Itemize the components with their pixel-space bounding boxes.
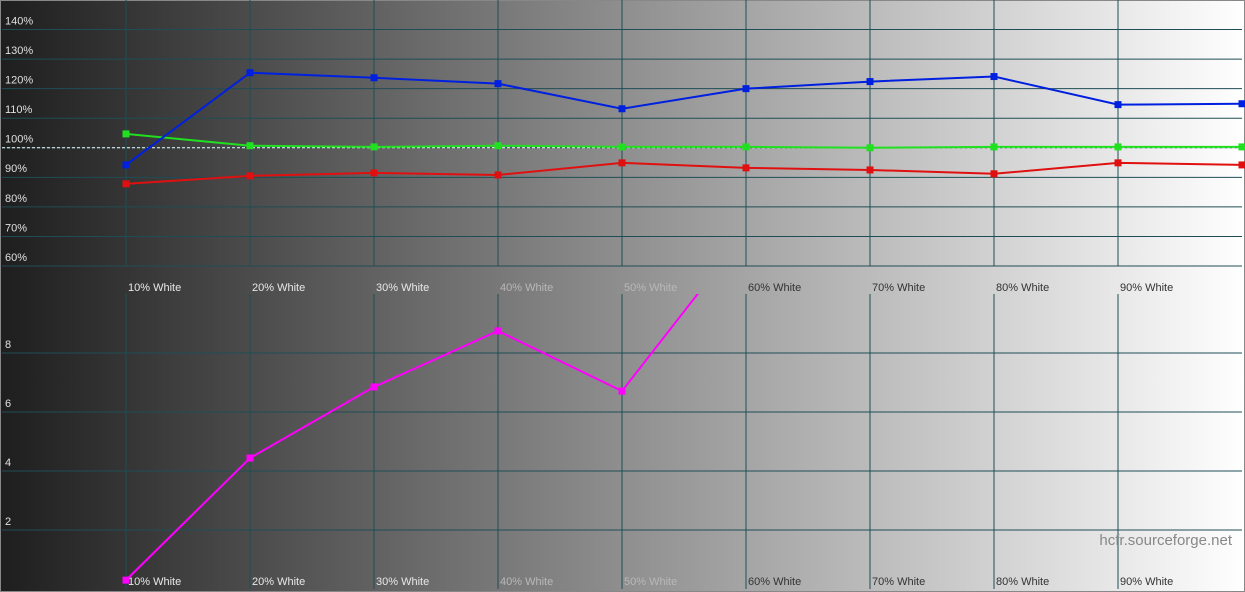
marker (370, 74, 378, 82)
marker (1238, 100, 1245, 108)
marker (246, 142, 254, 150)
marker (866, 166, 874, 174)
marker (370, 143, 378, 151)
x-tick-label: 60% White (748, 576, 801, 588)
marker (866, 78, 874, 86)
marker (370, 383, 378, 391)
marker (494, 80, 502, 88)
marker (246, 454, 254, 462)
y-tick-label: 80% (5, 193, 27, 205)
y-tick-label: 70% (5, 222, 27, 234)
series-group (122, 69, 1245, 188)
marker (122, 130, 130, 138)
x-tick-label: 50% White (624, 282, 677, 294)
x-tick-label: 80% White (996, 576, 1049, 588)
x-tick-label: 70% White (872, 282, 925, 294)
x-tick-label: 50% White (624, 576, 677, 588)
plot: 10% White 20% White 30% White 40% White 50% … (2, 294, 1242, 589)
x-tick-label: 30% White (376, 576, 429, 588)
marker (122, 161, 130, 169)
y-tick-label: 60% (5, 252, 27, 264)
x-tick-label: 60% White (748, 282, 801, 294)
x-tick-label: 90% White (1120, 576, 1173, 588)
y-tick-label: 130% (5, 45, 33, 57)
marker (618, 105, 626, 113)
marker (990, 143, 998, 151)
y-tick-label: 6 (5, 398, 11, 410)
x-tick-label: 40% White (500, 576, 553, 588)
y-tick-label: 140% (5, 15, 33, 27)
marker (618, 143, 626, 151)
marker (494, 327, 502, 335)
series-line (125, 132, 1242, 149)
marker (1238, 143, 1245, 151)
marker (122, 180, 130, 188)
x-tick-label: 20% White (252, 576, 305, 588)
marker (742, 143, 750, 151)
watermark: hcfr.sourceforge.net (1099, 532, 1232, 549)
x-tick-label: 10% White (128, 576, 181, 588)
marker (618, 387, 626, 395)
y-tick-label: 4 (5, 457, 11, 469)
y-tick-label: 120% (5, 75, 33, 87)
marker (122, 576, 130, 584)
marker (990, 73, 998, 81)
marker (494, 171, 502, 179)
x-tick-label: 80% White (996, 282, 1049, 294)
y-tick-label: 100% (5, 134, 33, 146)
x-tick-label: 70% White (872, 576, 925, 588)
x-tick-label: 30% White (376, 282, 429, 294)
x-tick-label: 90% White (1120, 282, 1173, 294)
marker (742, 164, 750, 172)
y-tick-label: 8 (5, 339, 11, 351)
marker (1114, 101, 1122, 109)
y-tick-label: 90% (5, 163, 27, 175)
marker (866, 144, 874, 152)
x-tick-label: 10% White (128, 282, 181, 294)
marker (990, 170, 998, 178)
marker (370, 169, 378, 177)
marker (246, 69, 254, 77)
plot: 10% White 20% White 30% White 40% White 50% … (2, 0, 1245, 294)
x-tick-label: 40% White (500, 282, 553, 294)
marker (742, 85, 750, 93)
series-line (125, 294, 699, 581)
series-line (125, 71, 1243, 166)
x-tick-label: 20% White (252, 282, 305, 294)
y-tick-label: 110% (5, 104, 33, 116)
marker (618, 159, 626, 167)
series-line (125, 161, 1243, 185)
series-group (122, 294, 699, 584)
marker (246, 172, 254, 180)
marker (1114, 143, 1122, 151)
marker (494, 142, 502, 150)
marker (1238, 161, 1245, 169)
y-tick-label: 2 (5, 516, 11, 528)
marker (1114, 159, 1122, 167)
